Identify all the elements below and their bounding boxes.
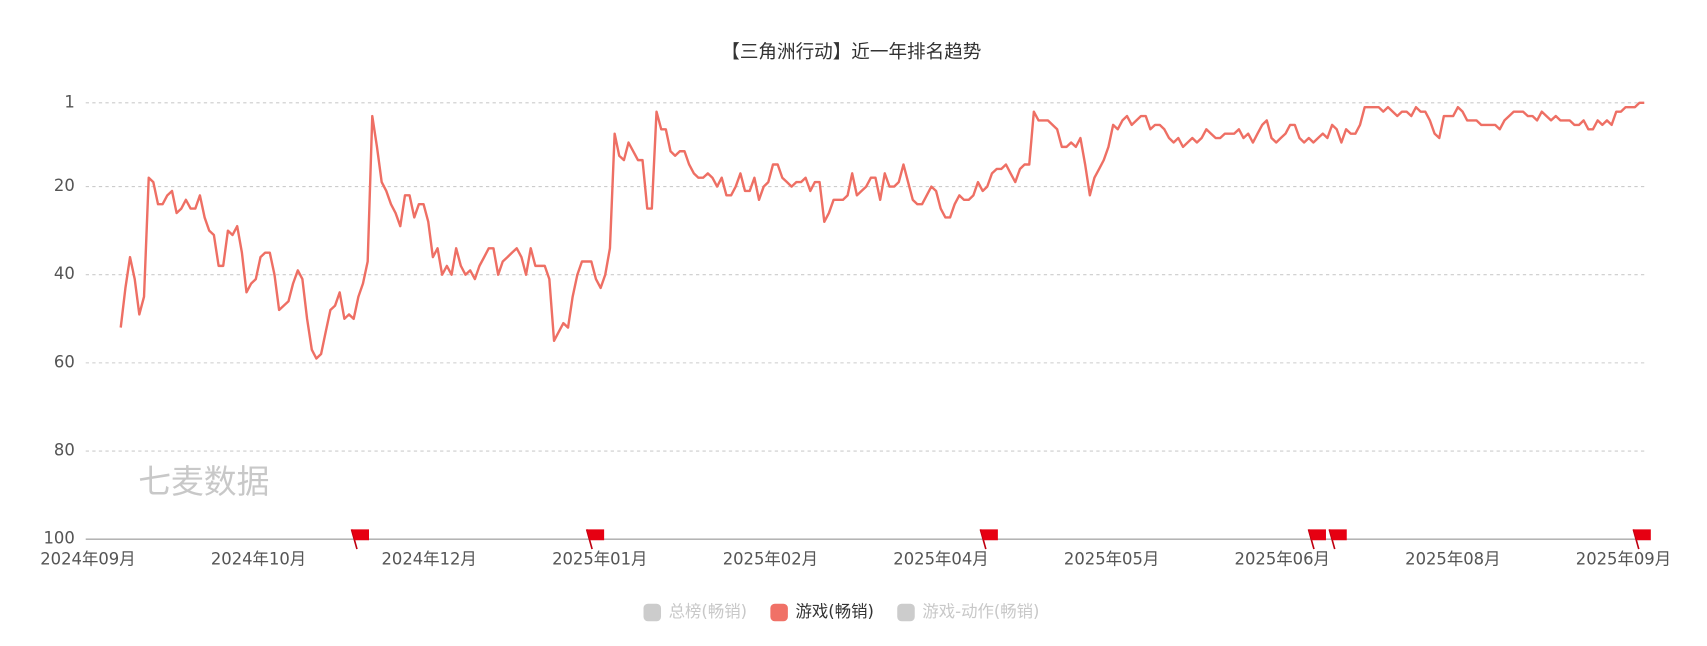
event-flag	[350, 529, 369, 550]
event-flag	[585, 529, 605, 550]
x-tick-label: 2025年05月	[1064, 549, 1159, 568]
legend-swatch	[897, 603, 915, 622]
event-flag	[1307, 529, 1326, 550]
y-tick-label: 20	[54, 176, 75, 195]
watermark: 七麦数据	[138, 463, 269, 501]
y-tick-label: 40	[54, 264, 75, 283]
legend-swatch	[643, 603, 662, 622]
event-flag	[1328, 529, 1347, 550]
legend-label: 总榜(畅销)	[669, 602, 747, 621]
x-tick-label: 2025年09月	[1576, 549, 1671, 568]
y-tick-label: 80	[54, 441, 75, 460]
event-flag	[979, 529, 998, 550]
y-tick-label: 60	[54, 352, 75, 371]
x-tick-label: 2025年08月	[1405, 549, 1500, 568]
y-tick-label: 1	[64, 92, 74, 111]
legend-swatch	[770, 603, 788, 622]
x-tick-label: 2024年09月	[40, 549, 135, 568]
y-tick-label: 100	[43, 529, 74, 548]
x-tick-label: 2025年01月	[552, 549, 647, 568]
x-tick-label: 2025年06月	[1235, 549, 1330, 568]
event-flag	[1632, 529, 1651, 550]
legend-label: 游戏(畅销)	[796, 602, 874, 621]
legend-label: 游戏-动作(畅销)	[922, 602, 1039, 621]
chart-title: 【三角洲行动】近一年排名趋势	[721, 42, 981, 63]
x-tick-label: 2024年12月	[381, 549, 476, 568]
event-flags	[350, 529, 1651, 550]
rank-line	[119, 101, 1645, 360]
x-tick-label: 2024年10月	[211, 549, 306, 568]
x-tick-label: 2025年02月	[723, 549, 818, 568]
x-tick-label: 2025年04月	[893, 549, 988, 568]
